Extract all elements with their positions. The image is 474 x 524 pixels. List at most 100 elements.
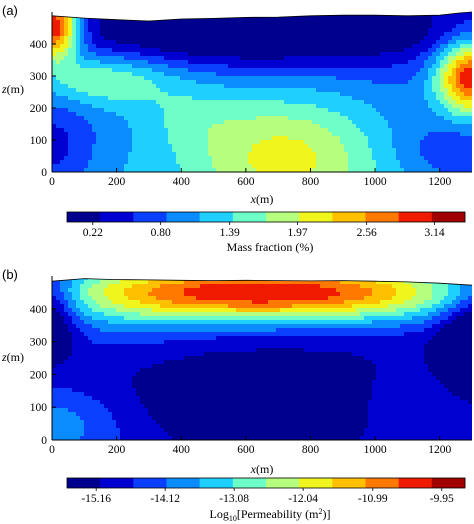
panel-a-heatmap-cell (348, 164, 377, 169)
panel-b-heatmap-cell (148, 280, 185, 285)
panel-b-heatmap-cell (52, 380, 133, 385)
panel-b-heatmap-cell (416, 304, 433, 309)
panel-b-heatmap-cell (364, 432, 472, 437)
panel-b-surface-outline (51, 278, 473, 286)
panel-a-heatmap-cell (444, 80, 449, 85)
panel-a-heatmap-cell (108, 96, 193, 101)
panel-b-heatmap-cell (104, 404, 145, 409)
panel-b-heatmap-cell (368, 400, 469, 405)
panel-b-heatmap-cell (456, 316, 472, 321)
panel-a-heatmap-cell (76, 16, 81, 21)
panel-b-heatmap-cell (440, 380, 472, 385)
panel-b-heatmap-cell (52, 352, 73, 357)
panel-a-heatmap-cell (152, 68, 189, 73)
panel-a-heatmap-cell (444, 92, 449, 97)
panel-b-heatmap-cell (356, 308, 397, 313)
panel-a-heatmap-cell (340, 112, 381, 117)
panel-b-heatmap-cell (52, 364, 57, 369)
panel-b-heatmap-cell (364, 296, 393, 301)
panel-a-heatmap-cell (52, 128, 65, 133)
panel-a-heatmap-cell (448, 80, 457, 85)
panel-b-heatmap-cell (452, 278, 472, 281)
panel-a-heatmap-cell (176, 156, 213, 161)
panel-a-heatmap-cell (92, 156, 129, 161)
panel-b-heatmap-cell (424, 348, 472, 353)
panel-b-heatmap-cell (336, 288, 373, 293)
panel-b-heatmap-cell (140, 312, 361, 317)
panel-b-x-tick-label: 200 (108, 444, 126, 456)
panel-a-colorbar-frame (66, 211, 466, 223)
panel-a-heatmap-cell (180, 164, 213, 169)
panel-a-heatmap-cell (440, 44, 449, 49)
panel-a-heatmap-cell (444, 84, 453, 89)
panel-a-heatmap-cell (64, 32, 69, 37)
panel-a-heatmap (52, 12, 472, 172)
panel-b-heatmap-cell (148, 408, 369, 413)
panel-b-heatmap-cell (236, 308, 281, 313)
panel-a-axes: 0 200 400 600 800 1000 1200 0 100 200 300 400 (30, 12, 472, 188)
panel-b-heatmap-cell (52, 320, 65, 325)
panel-a-heatmap-cell (440, 88, 449, 93)
panel-b-heatmap-cell (348, 278, 385, 281)
panel-b-heatmap-cell (404, 300, 425, 305)
panel-b-heatmap-cell (84, 392, 137, 397)
panel-a-heatmap-cell (456, 68, 465, 73)
panel-a-colorbar-tick-label: 1.39 (220, 227, 240, 239)
panel-a-heatmap-cell (368, 144, 393, 149)
panel-a-heatmap-cell (168, 92, 341, 97)
panel-a-heatmap-cell (456, 80, 461, 85)
panel-b-heatmap-cell (68, 304, 77, 309)
panel-b-heatmap-cell (76, 304, 89, 309)
panel-a-heatmap-cell (68, 44, 73, 49)
panel-b-heatmap-cell (444, 384, 472, 389)
panel-a-heatmap-cell (456, 76, 461, 81)
panel-a-heatmap-cell (96, 132, 133, 137)
panel-b-heatmap-cell (412, 278, 437, 281)
panel-b-heatmap-cell (52, 336, 73, 341)
panel-b-heatmap-cell (64, 320, 73, 325)
panel-a-heatmap-cell (76, 60, 101, 65)
panel-a-heatmap-cell (100, 60, 149, 65)
panel-b-heatmap-cell (376, 280, 405, 285)
panel-a-colorbar-segment (431, 212, 466, 222)
panel-a-heatmap-cell (348, 168, 377, 172)
panel-a-heatmap-cell (68, 12, 73, 17)
panel-b-heatmap-cell (460, 292, 472, 297)
panel-a-heatmap-cell (84, 24, 89, 29)
panel-b-heatmap-cell (52, 356, 69, 361)
panel-a-heatmap-cell (164, 120, 225, 125)
panel-a-y-tick-label: 100 (30, 135, 48, 147)
panel-b-heatmap-cell (436, 278, 453, 281)
panel-a-heatmap-cell (452, 96, 461, 101)
panel-a-heatmap-cell (328, 108, 377, 113)
panel-a-heatmap-cell (444, 32, 461, 37)
panel-b-heatmap-cell (52, 288, 61, 293)
panel-a-heatmap-cell (140, 52, 189, 57)
panel-a-x-tick-label: 0 (49, 176, 55, 188)
panel-a-heatmap-cell (168, 64, 229, 69)
panel-a-heatmap-cell (68, 96, 109, 101)
panel-a-heatmap-cell (316, 104, 373, 109)
panel-b-heatmap-cell (444, 296, 457, 301)
panel-b-heatmap-cell (72, 352, 205, 357)
panel-a-heatmap-cell (248, 152, 317, 157)
panel-b-heatmap-cell (360, 436, 472, 440)
panel-a-heatmap-cell (284, 56, 417, 61)
panel-b-heatmap-cell (144, 404, 369, 409)
panel-a-heatmap-cell (424, 64, 433, 69)
panel-b-heatmap-cell (56, 364, 153, 369)
panel-a-colorbar: 0.22 0.80 1.39 1.97 2.56 3.14 (66, 211, 466, 239)
panel-a-y-tick-label: 400 (30, 39, 48, 51)
panel-b-heatmap-cell (52, 396, 93, 401)
panel-b-x-tick-label: 800 (302, 444, 320, 456)
panel-a-heatmap-cell (68, 140, 97, 145)
panel-b-heatmap-cell (60, 288, 69, 293)
panel-b-colorbar-segment (133, 478, 167, 488)
panel-a-heatmap-cell (96, 52, 141, 57)
panel-a-heatmap-cell (72, 24, 77, 29)
panel-a-heatmap-cell (424, 80, 433, 85)
panel-b-heatmap-cell (52, 388, 73, 393)
panel-b-heatmap-cell (372, 388, 449, 393)
panel-a-heatmap-cell (92, 124, 129, 129)
panel-b-heatmap-cell (440, 312, 453, 317)
